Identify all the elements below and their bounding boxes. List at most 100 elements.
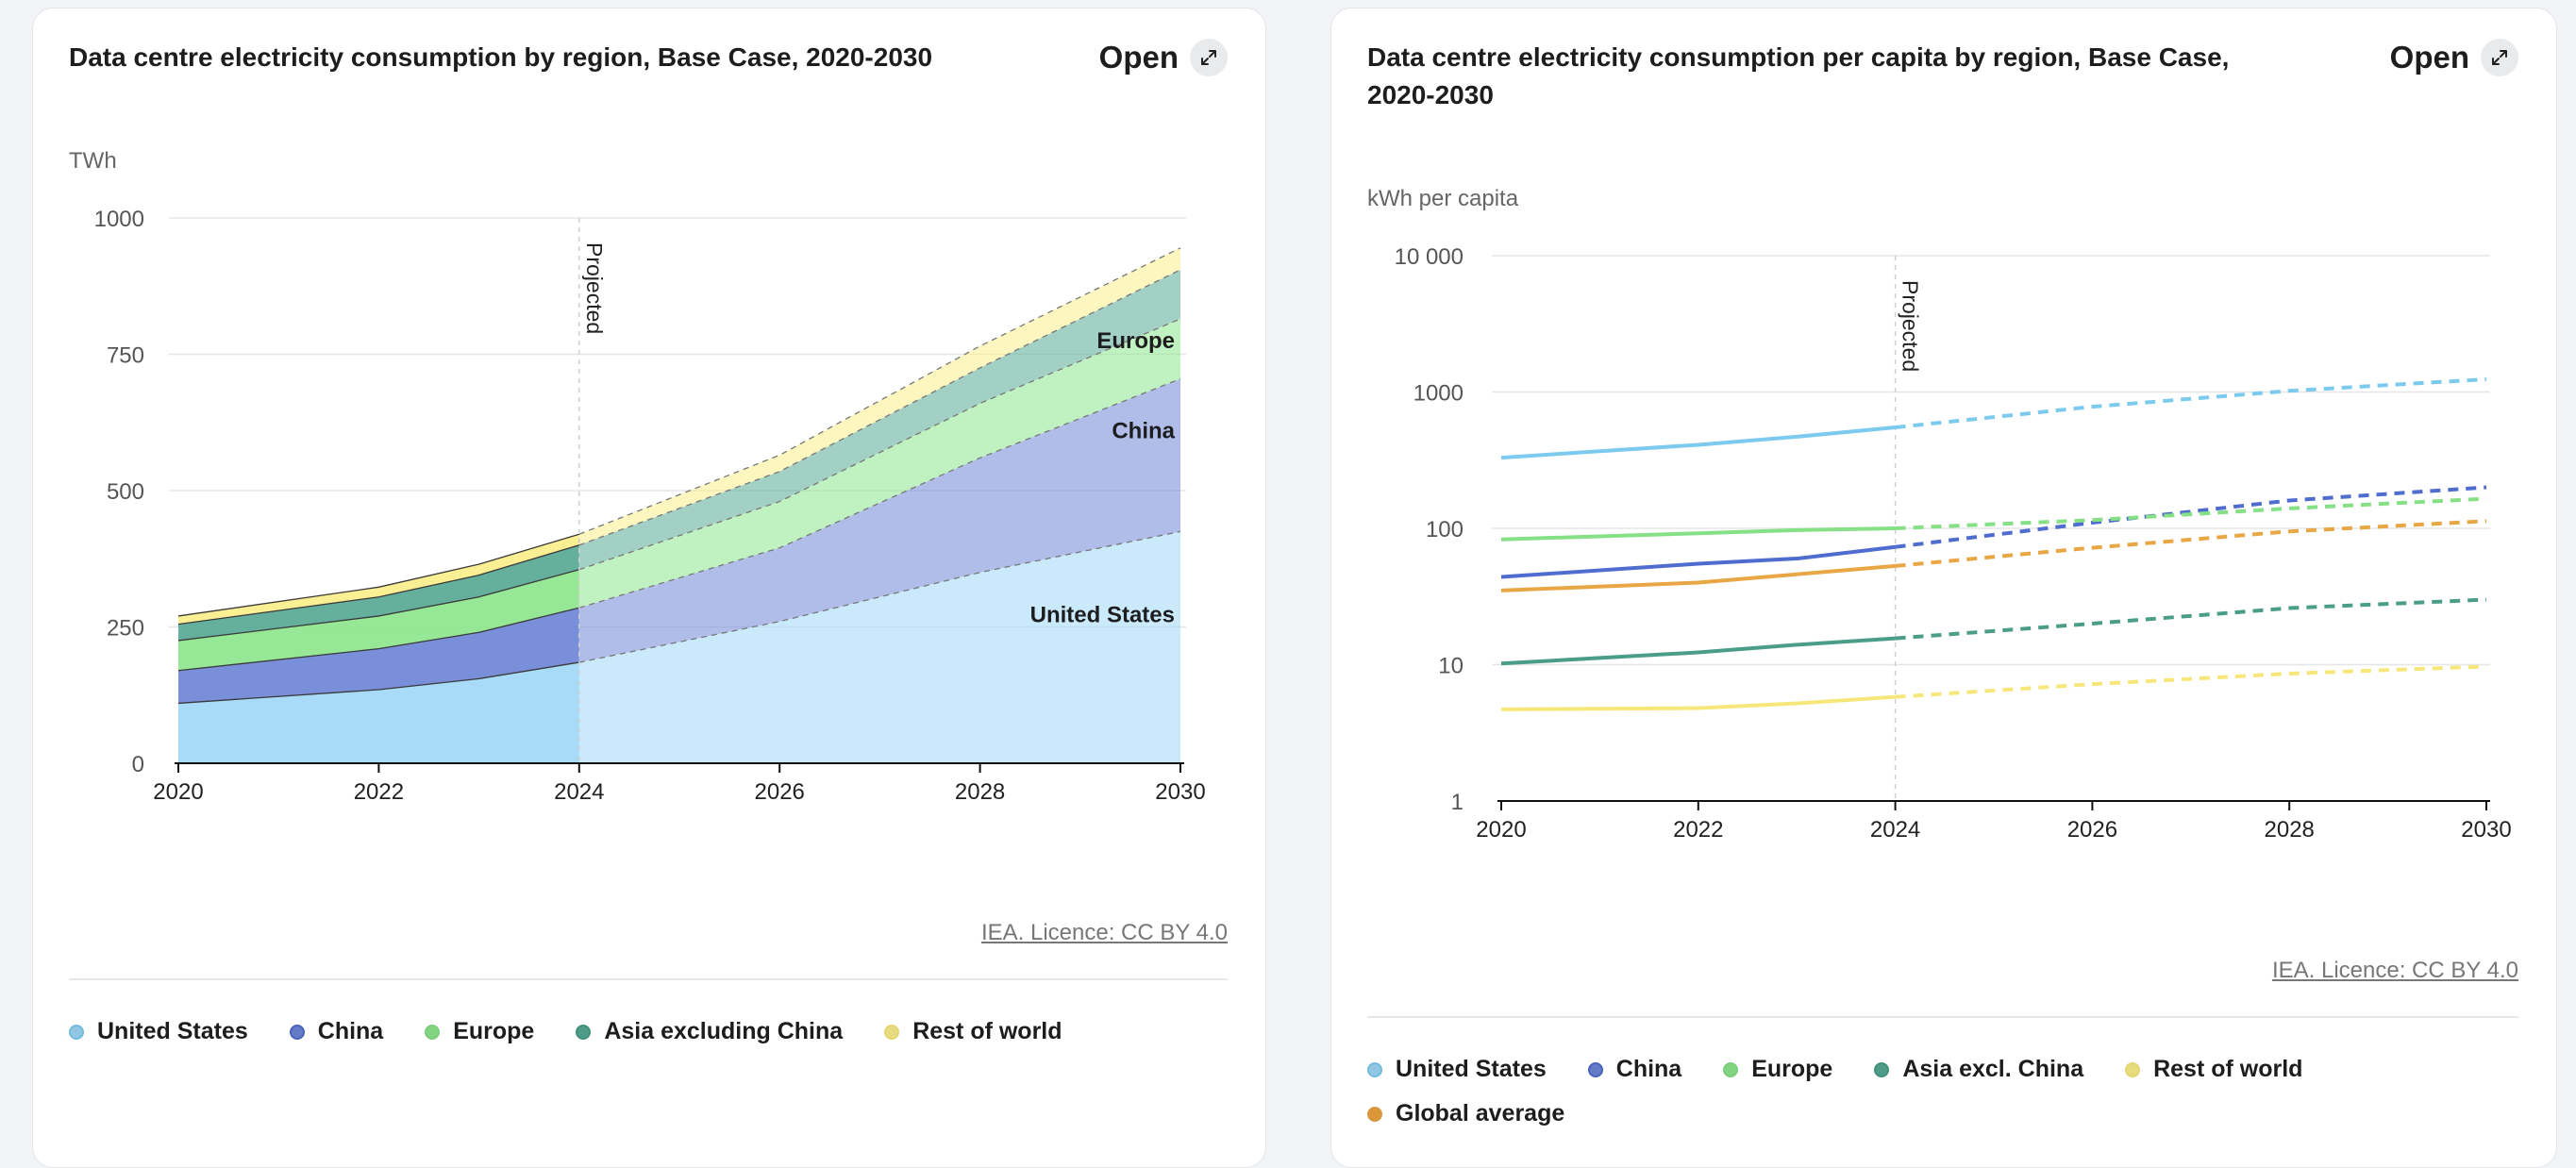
legend-item-asia[interactable]: Asia excl. China <box>1874 1056 2083 1083</box>
line-projected-us <box>1895 377 2487 430</box>
legend-label: China <box>1615 1056 1682 1082</box>
legend-item-china[interactable]: China <box>1587 1056 1682 1083</box>
y-tick-label: 250 <box>107 616 144 642</box>
legend-label: Europe <box>453 1018 535 1044</box>
area-chart: 0 250 500 750 1000 Projected 2020 2022 2024 2026 2… <box>94 207 1206 805</box>
legend-item-row[interactable]: Rest of world <box>884 1018 1062 1045</box>
expand-arrows-icon <box>1190 39 1228 76</box>
open-button[interactable]: Open <box>2390 39 2518 76</box>
area-historical-europe <box>178 569 579 671</box>
legend-swatch <box>576 1024 592 1040</box>
line-historical-asia <box>1500 636 1896 666</box>
line-projected-asia <box>1895 597 2487 641</box>
chart-legend: United States China Europe Asia excluding C… <box>69 1018 1107 1045</box>
divider <box>69 978 1228 980</box>
legend-swatch <box>1874 1061 1890 1077</box>
legend-item-europe[interactable]: Europe <box>1723 1056 1832 1083</box>
legend-item-china[interactable]: China <box>289 1018 384 1045</box>
y-tick-label: 500 <box>107 479 144 505</box>
legend-item-us[interactable]: United States <box>1367 1056 1547 1083</box>
area-edge-projected <box>578 269 1181 546</box>
legend-swatch <box>69 1024 84 1040</box>
chart-title: Data centre electricity consumption by r… <box>69 42 933 72</box>
y-axis-unit: kWh per capita <box>1367 186 1519 211</box>
legend-label: Rest of world <box>912 1018 1062 1044</box>
x-tick-label: 2020 <box>153 779 203 805</box>
area-edge-historical <box>177 661 579 705</box>
legend-label: Rest of world <box>2153 1056 2303 1082</box>
area-edge-projected <box>578 377 1181 609</box>
y-tick-label: 1000 <box>94 207 144 232</box>
legend-item-europe[interactable]: Europe <box>425 1018 534 1045</box>
legend-item-asia[interactable]: Asia excluding China <box>576 1018 843 1045</box>
open-label: Open <box>2389 40 2469 75</box>
legend-swatch <box>1367 1061 1382 1077</box>
licence-link[interactable]: IEA. Licence: CC BY 4.0 <box>980 920 1228 945</box>
open-label: Open <box>1098 40 1179 75</box>
x-tick-label: 2024 <box>554 779 604 805</box>
licence-link[interactable]: IEA. Licence: CC BY 4.0 <box>2271 958 2518 983</box>
x-tick-label: 2022 <box>1673 817 1723 843</box>
line-historical-china <box>1500 544 1896 579</box>
y-tick-label: 100 <box>1426 517 1464 542</box>
area-edge-projected <box>578 530 1181 663</box>
legend-label: China <box>317 1018 384 1044</box>
area-label-china: China <box>1112 418 1175 443</box>
area-edge-historical <box>177 544 579 626</box>
chart-card-per-capita: Data centre electricity consumption per … <box>1330 8 2557 1168</box>
area-projected-china <box>578 378 1180 663</box>
legend-item-row[interactable]: Rest of world <box>2125 1056 2302 1083</box>
area-label-europe: Europe <box>1096 328 1175 354</box>
legend-swatch <box>2125 1061 2141 1077</box>
line-historical-row <box>1500 694 1896 711</box>
legend-label: Asia excl. China <box>1902 1056 2084 1082</box>
x-tick-label: 2028 <box>955 779 1005 805</box>
divider <box>1367 1016 2518 1018</box>
legend-swatch <box>1367 1106 1382 1122</box>
legend-label: Asia excluding China <box>604 1018 844 1044</box>
y-tick-label: 750 <box>107 343 144 369</box>
x-tick-label: 2022 <box>354 779 404 805</box>
legend-swatch <box>1723 1061 1739 1077</box>
projected-label: Projected <box>1899 280 1923 372</box>
y-tick-label: 0 <box>132 752 144 777</box>
y-axis-unit: TWh <box>69 148 117 174</box>
area-edge-historical <box>177 569 579 642</box>
legend-label: Europe <box>1751 1056 1833 1082</box>
projected-label: Projected <box>582 242 607 334</box>
legend-label: Global average <box>1396 1100 1565 1126</box>
line-chart: 1 10 100 1000 10 000 Projected 2020 2022 2024 202… <box>1395 244 2512 843</box>
chart-title: Data centre electricity consumption per … <box>1367 42 2230 109</box>
area-label-us: United States <box>1030 602 1175 627</box>
area-edge-projected <box>578 247 1181 535</box>
x-tick-label: 2030 <box>1155 779 1205 805</box>
x-tick-label: 2030 <box>2461 817 2511 843</box>
chart-legend: United States China Europe Asia excl. China… <box>1367 1056 2405 1127</box>
area-historical-china <box>178 608 579 704</box>
chart-card-consumption: Data centre electricity consumption by r… <box>32 8 1266 1168</box>
x-tick-label: 2024 <box>1870 817 1920 843</box>
open-button[interactable]: Open <box>1099 39 1228 76</box>
legend-label: United States <box>97 1018 248 1044</box>
area-projected-europe <box>578 318 1180 609</box>
area-edge-projected <box>578 318 1181 571</box>
area-historical-asia <box>178 544 579 641</box>
legend-label: United States <box>1396 1056 1547 1082</box>
line-historical-global <box>1500 563 1896 592</box>
legend-swatch <box>884 1024 900 1040</box>
legend-item-global[interactable]: Global average <box>1367 1100 1564 1127</box>
x-tick-label: 2026 <box>755 779 805 805</box>
legend-swatch <box>289 1024 305 1040</box>
legend-swatch <box>1587 1061 1603 1077</box>
area-historical-us <box>178 662 579 763</box>
legend-item-us[interactable]: United States <box>69 1018 248 1045</box>
expand-arrows-icon <box>2481 39 2518 76</box>
legend-swatch <box>425 1024 441 1040</box>
y-tick-label: 10 000 <box>1395 244 1464 270</box>
line-projected-europe <box>1895 496 2487 530</box>
line-projected-global <box>1895 519 2487 568</box>
line-projected-row <box>1895 664 2487 699</box>
area-projected-us <box>578 531 1180 763</box>
y-tick-label: 1000 <box>1413 381 1464 407</box>
line-historical-europe <box>1500 526 1896 542</box>
